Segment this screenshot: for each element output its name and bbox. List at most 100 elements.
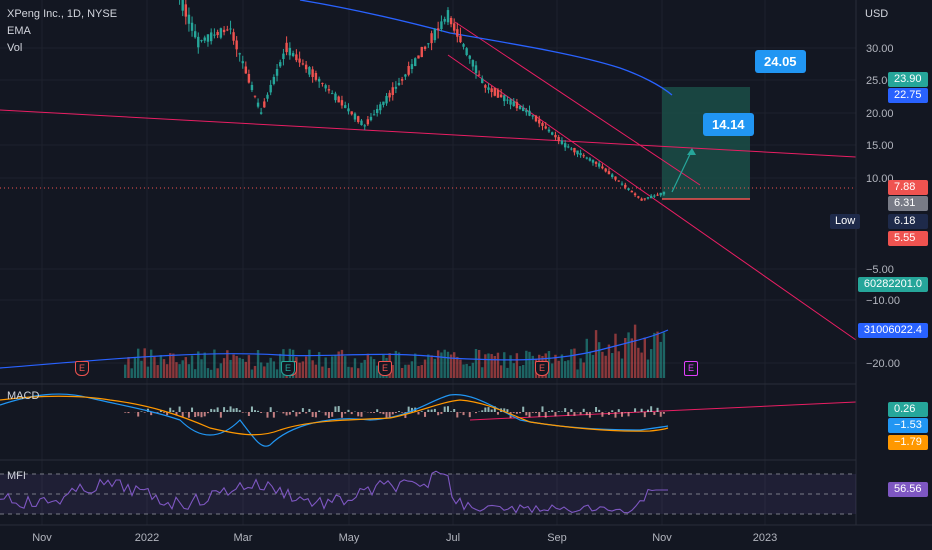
volume-bar — [133, 357, 137, 378]
earnings-marker[interactable]: E — [378, 361, 392, 376]
earnings-marker-upcoming[interactable]: E — [684, 361, 698, 376]
mfi-pane-label[interactable]: MFI — [7, 470, 26, 482]
candle-body — [200, 40, 203, 42]
volume-bar — [266, 362, 269, 378]
candle-body — [301, 63, 305, 65]
tag-22-75: 22.75 — [888, 88, 928, 103]
candle-body — [601, 166, 604, 169]
mid-target-callout[interactable]: 14.14 — [703, 113, 754, 136]
macd-hist-bar — [314, 412, 317, 418]
macd-hist-bar — [295, 412, 298, 417]
macd-hist-bar — [327, 412, 330, 418]
candle-body — [298, 58, 301, 63]
macd-hist-bar — [534, 412, 537, 414]
macd-hist-bar — [337, 406, 340, 412]
volume-bar — [515, 353, 519, 378]
volume-bar — [259, 362, 263, 378]
candle-body — [366, 119, 370, 125]
candle-body — [521, 107, 525, 112]
macd-hist-bar — [621, 412, 624, 417]
volume-bar — [496, 352, 500, 378]
candle-body — [597, 163, 601, 167]
candle-body — [410, 64, 414, 69]
target-callout[interactable]: 24.05 — [755, 50, 806, 73]
time-tick-label: Nov — [32, 532, 52, 544]
macd-hist-bar — [388, 412, 391, 417]
macd-hist-bar — [446, 406, 449, 412]
long-trend-line — [0, 109, 857, 158]
macd-hist-bar — [579, 412, 582, 415]
volume-bar — [311, 360, 314, 378]
candle-body — [404, 74, 407, 77]
macd-hist-bar — [391, 412, 394, 415]
candle-body — [324, 85, 327, 89]
volume-bar — [493, 355, 497, 378]
macd-hist-bar — [373, 412, 376, 413]
volume-bar — [551, 363, 554, 378]
macd-pane-label[interactable]: MACD — [7, 390, 40, 402]
macd-hist-bar — [662, 412, 665, 414]
candle-body — [347, 108, 350, 112]
candle-body — [653, 195, 656, 197]
macd-hist-bar — [143, 412, 146, 413]
candle-body — [471, 60, 475, 67]
volume-bar — [250, 369, 254, 378]
candle-body — [272, 76, 276, 84]
candle-body — [541, 123, 544, 126]
earnings-marker[interactable]: E — [535, 361, 549, 376]
volume-bar — [146, 366, 150, 378]
macd-hist-bar — [547, 411, 550, 412]
volume-bar — [649, 349, 653, 378]
candle-body — [607, 171, 611, 175]
candle-body — [263, 101, 266, 108]
volume-bar — [235, 356, 238, 378]
mfi-tag: 56.56 — [888, 482, 928, 497]
macd-hist-bar — [340, 412, 343, 418]
candle-body — [617, 180, 620, 182]
macd-hist-bar — [140, 411, 143, 412]
candle-body — [295, 54, 298, 61]
candle-body — [241, 61, 244, 64]
macd-hist-bar — [194, 412, 197, 418]
volume-bar — [301, 361, 305, 378]
macd-hist-bar — [394, 412, 397, 414]
macd-hist-bar — [588, 412, 591, 418]
macd-hist-bar — [410, 407, 413, 412]
macd-hist-bar — [308, 408, 311, 412]
candle-body — [440, 21, 443, 30]
volume-bar — [468, 366, 471, 378]
candle-body — [259, 112, 263, 114]
macd-hist-bar — [515, 412, 518, 414]
volume-bar — [436, 350, 440, 378]
time-axis: Nov 2022 Mar May Jul Sep Nov 2023 — [32, 532, 777, 544]
volume-bar — [222, 358, 226, 378]
candle-body — [317, 78, 321, 82]
vol-legend[interactable]: Vol — [7, 42, 23, 54]
volume-bar — [162, 359, 166, 378]
candle-body — [369, 116, 373, 121]
volume-bar — [557, 360, 560, 378]
candle-body — [525, 110, 528, 113]
volume-bar — [633, 324, 637, 378]
volume-bar — [646, 359, 650, 378]
volume-bar — [197, 351, 200, 378]
volume-bar — [140, 360, 143, 378]
macd-hist-bar — [357, 412, 360, 417]
macd-hist-bar — [360, 412, 363, 417]
candle-body — [391, 87, 394, 95]
macd-hist-bar — [437, 412, 440, 416]
symbol-legend[interactable]: XPeng Inc., 1D, NYSE — [7, 8, 118, 20]
candle-body — [518, 105, 522, 110]
ema-legend[interactable]: EMA — [7, 25, 31, 37]
earnings-marker-green[interactable]: E — [281, 361, 295, 376]
volume-bar — [417, 365, 420, 378]
candle-body — [468, 55, 471, 59]
channel-upper-line — [454, 21, 701, 186]
macd-trend-line — [469, 401, 857, 421]
macd-hist-bar — [531, 412, 534, 413]
earnings-marker[interactable]: E — [75, 361, 89, 376]
volume-bar — [617, 351, 620, 378]
macd-hist-bar — [525, 412, 528, 416]
candle-body — [206, 34, 210, 42]
